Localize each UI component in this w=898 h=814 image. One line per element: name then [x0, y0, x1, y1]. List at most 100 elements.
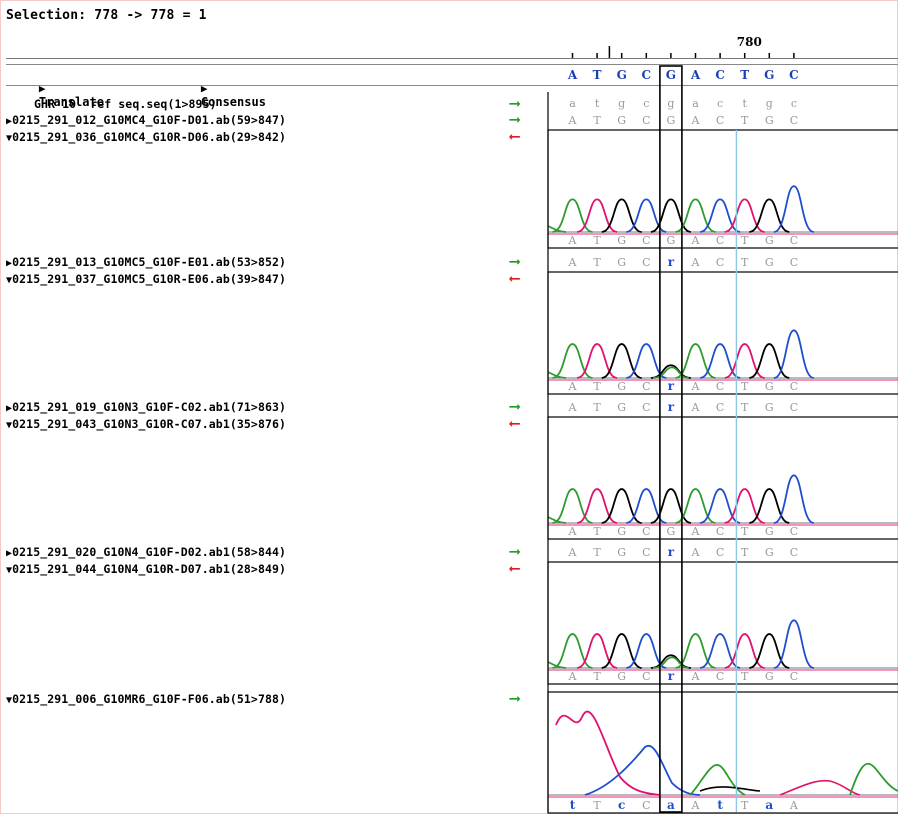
trace-base: A [568, 525, 578, 538]
read-base: G [667, 114, 676, 127]
trace-base: r [668, 669, 675, 683]
trace-base: G [765, 525, 774, 538]
translate-label: Translate [38, 95, 104, 109]
trace-peak [689, 764, 746, 796]
read-base: T [741, 401, 749, 414]
consensus-base: T [593, 68, 602, 82]
trace-peak [547, 661, 567, 669]
trace-peak [699, 488, 741, 524]
trace-base: C [790, 525, 798, 538]
trace-base: C [716, 380, 724, 393]
trace-base: A [568, 380, 578, 393]
sequence-name-row[interactable]: ▶0215_291_013_G10MC5_G10F-E01.ab(53>852) [6, 255, 286, 269]
trace-base: T [741, 525, 749, 538]
collapsed-triangle-icon: ▶ [6, 116, 13, 127]
trace-peak [552, 488, 593, 524]
sequence-name-row[interactable]: ▶0215_291_012_G10MC4_G10F-D01.ab(59>847) [6, 113, 286, 127]
read-base: A [568, 114, 578, 127]
trace-peak [601, 488, 642, 524]
selection-highlight-box [659, 65, 683, 813]
trace-peak [626, 343, 667, 379]
trace-peak [699, 198, 741, 233]
trace-base: a [765, 798, 773, 812]
read-base: A [691, 114, 701, 127]
trace-peak [773, 474, 815, 524]
read-base: C [790, 114, 798, 127]
trace-base: T [593, 525, 601, 538]
read-base: A [568, 546, 578, 559]
trace-base: T [741, 234, 749, 247]
reference-base: t [595, 97, 600, 110]
sequence-name-row[interactable]: ▶0215_291_020_G10N4_G10F-D02.ab1(58>844) [6, 545, 286, 559]
read-base: T [593, 256, 601, 269]
read-base: G [617, 401, 626, 414]
sequence-name: 0215_291_019_G10N3_G10F-C02.ab1(71>863) [12, 400, 287, 414]
trace-peak [576, 633, 618, 669]
forward-arrow-icon: ⟶ [510, 252, 520, 270]
reference-base: g [618, 97, 625, 110]
trace-peak [650, 488, 692, 524]
trace-peak [773, 619, 815, 669]
trace-base: C [790, 670, 798, 683]
sequence-name-row[interactable]: ▼0215_291_006_G10MR6_G10F-F06.ab(51>788) [6, 692, 286, 706]
trace-base: c [618, 798, 625, 812]
read-base: r [668, 545, 675, 559]
consensus-base: A [690, 68, 701, 82]
trace-base: C [716, 234, 724, 247]
expanded-triangle-icon: ▼ [6, 420, 13, 431]
sequence-name: 0215_291_044_G10N4_G10R-D07.ab1(28>849) [12, 562, 287, 576]
trace-base: r [668, 379, 675, 393]
trace-peak [773, 329, 815, 379]
collapsed-triangle-icon: ▶ [6, 403, 13, 414]
read-base: T [741, 114, 749, 127]
trace-peak [650, 198, 692, 233]
sequence-name: 0215_291_043_G10N3_G10R-C07.ab1(35>876) [12, 417, 287, 431]
reverse-arrow-icon: ⟵ [510, 127, 520, 145]
consensus-toggle[interactable]: ▶ Consensus [172, 67, 266, 123]
trace-peak [552, 198, 593, 233]
expand-triangle-icon: ▶ [38, 82, 46, 95]
trace-base: G [617, 670, 626, 683]
trace-base: A [691, 525, 701, 538]
read-base: C [716, 114, 724, 127]
chromatogram-box [547, 129, 898, 249]
trace-peak [773, 185, 815, 233]
expanded-triangle-icon: ▼ [6, 133, 13, 144]
sequence-name: 0215_291_013_G10MC5_G10F-E01.ab(53>852) [12, 255, 287, 269]
trace-base: G [667, 525, 676, 538]
sequence-name-row[interactable]: ▼0215_291_037_G10MC5_G10R-E06.ab(39>847) [6, 272, 286, 286]
trace-peak [547, 371, 567, 379]
sequence-name: 0215_291_020_G10N4_G10F-D02.ab1(58>844) [12, 545, 287, 559]
expanded-triangle-icon: ▼ [6, 565, 13, 576]
trace-peak [552, 633, 593, 669]
translate-toggle[interactable]: ▶ Translate [10, 67, 104, 123]
reverse-arrow-icon: ⟵ [510, 559, 520, 577]
sequence-name-row[interactable]: ▼0215_291_043_G10N3_G10R-C07.ab1(35>876) [6, 417, 286, 431]
trace-peak [724, 343, 765, 379]
trace-base: A [691, 670, 701, 683]
sequence-name-row[interactable]: ▼0215_291_044_G10N4_G10R-D07.ab1(28>849) [6, 562, 286, 576]
sequence-name-row[interactable]: ▼0215_291_036_G10MC4_G10R-D06.ab(29>842) [6, 130, 286, 144]
trace-peak [626, 633, 667, 669]
trace-base: G [765, 670, 774, 683]
read-base: T [741, 256, 749, 269]
read-base: C [716, 256, 724, 269]
sequence-name-row[interactable]: ▶0215_291_019_G10N3_G10F-C02.ab1(71>863) [6, 400, 286, 414]
trace-base: A [568, 234, 578, 247]
read-base: G [765, 401, 774, 414]
consensus-base: G [666, 68, 676, 82]
collapsed-triangle-icon: ▶ [6, 548, 13, 559]
consensus-base: G [617, 68, 627, 82]
trace-base: T [593, 670, 601, 683]
trace-base: T [741, 799, 749, 812]
reference-seq-name[interactable]: GHR 10 ref seq.seq(1>895) [34, 97, 217, 111]
consensus-base: C [642, 68, 652, 82]
trace-base: G [617, 234, 626, 247]
trace-base: T [593, 234, 601, 247]
read-base: T [593, 546, 601, 559]
trace-peak [576, 488, 618, 524]
trace-base: G [617, 380, 626, 393]
trace-peak [547, 516, 567, 524]
trace-peak [699, 343, 741, 379]
